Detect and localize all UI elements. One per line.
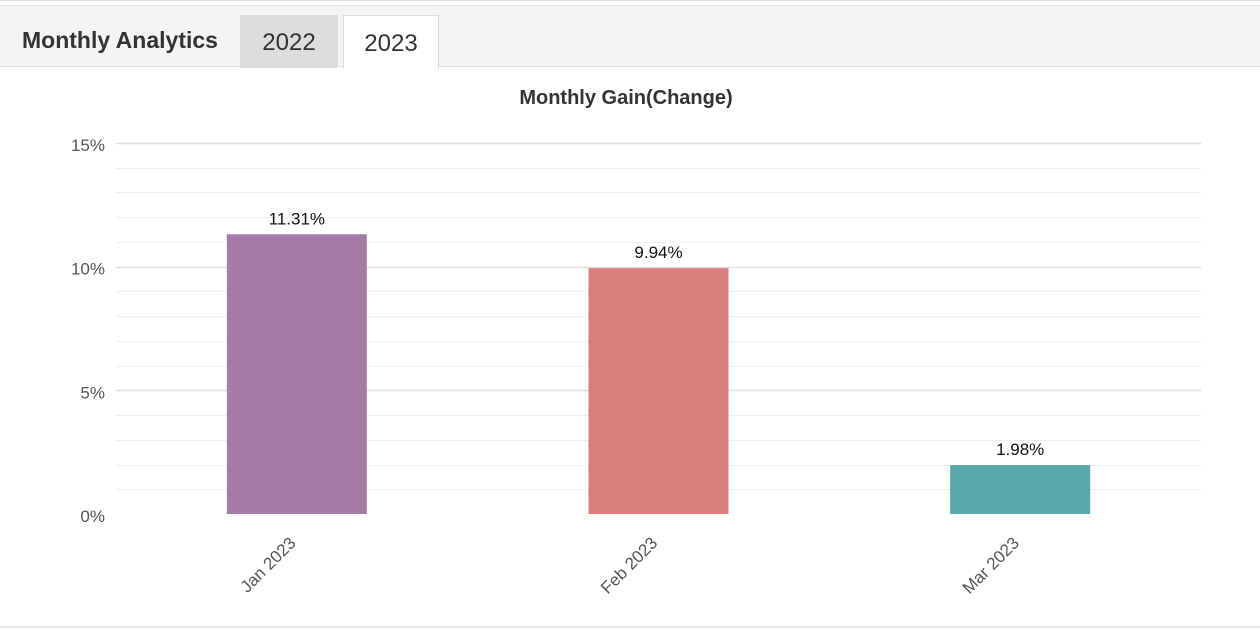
x-tick-label: Feb 2023	[597, 533, 661, 597]
chart-title: Monthly Gain(Change)	[519, 87, 732, 109]
panel-title: Monthly Analytics	[22, 27, 218, 53]
bar-series	[226, 234, 1091, 515]
chart-area: Monthly Gain(Change) 0% 5% 10% 15% 11.31% 9.…	[0, 67, 1260, 625]
x-axis: Jan 2023 Feb 2023 Mar 2023	[237, 533, 1023, 597]
x-tick-label: Mar 2023	[959, 533, 1023, 597]
bar[interactable]	[950, 465, 1091, 514]
tab-2023[interactable]: 2023	[343, 15, 439, 69]
bar-value-label: 1.98%	[996, 440, 1044, 459]
y-tick-label: 0%	[80, 507, 105, 526]
bar-value-label: 11.31%	[269, 209, 325, 228]
y-tick-label: 10%	[71, 260, 105, 279]
monthly-gain-chart: Monthly Gain(Change) 0% 5% 10% 15% 11.31% 9.…	[71, 87, 1201, 598]
bar[interactable]	[226, 234, 367, 515]
tab-bar: Monthly Analytics 2022 2023	[0, 5, 1260, 69]
data-labels: 11.31% 9.94% 1.98%	[269, 209, 1045, 459]
y-axis: 0% 5% 10% 15%	[71, 136, 105, 526]
y-tick-label: 15%	[71, 136, 105, 155]
bar[interactable]	[588, 268, 729, 514]
bar-value-label: 9.94%	[634, 243, 682, 262]
tab-2022[interactable]: 2022	[240, 15, 338, 68]
x-tick-label: Jan 2023	[237, 533, 300, 596]
y-tick-label: 5%	[80, 383, 105, 402]
